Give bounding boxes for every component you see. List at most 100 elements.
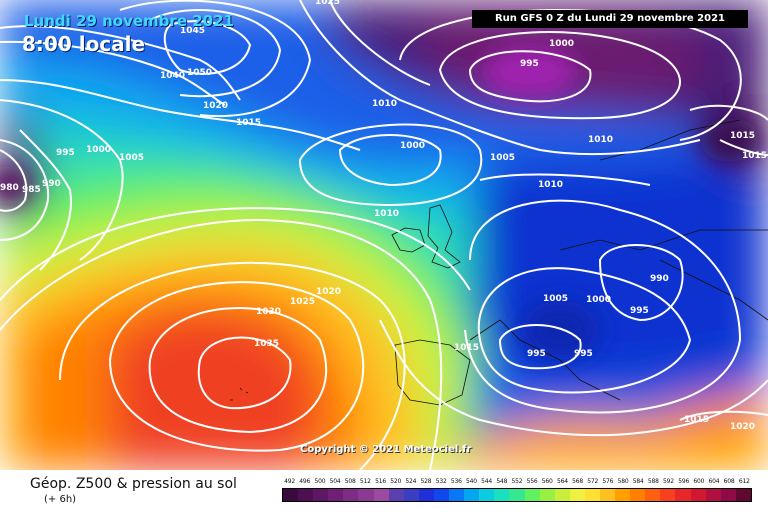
scale-tick-label: 536 bbox=[450, 478, 462, 485]
scale-swatch bbox=[660, 489, 676, 501]
scale-tick-label: 516 bbox=[375, 478, 386, 485]
scale-tick-label: 588 bbox=[647, 478, 659, 485]
scale-tick-label: 564 bbox=[556, 478, 568, 485]
forecast-time: 8:00 locale bbox=[22, 32, 146, 56]
isobar-label: 995 bbox=[527, 349, 546, 359]
scale-swatch bbox=[584, 489, 600, 501]
scale-swatch bbox=[403, 489, 419, 501]
isobar-label: 1015 bbox=[742, 151, 767, 161]
scale-swatch bbox=[599, 489, 616, 501]
isobar-label: 995 bbox=[520, 59, 539, 69]
geopotential-field bbox=[0, 0, 768, 470]
isobar-label: 1010 bbox=[588, 135, 613, 145]
scale-swatch bbox=[645, 489, 661, 501]
isobar-label: 995 bbox=[630, 306, 649, 316]
scale-tick-label: 520 bbox=[390, 478, 402, 485]
isobar-label: 990 bbox=[650, 274, 669, 284]
scale-swatch bbox=[630, 489, 646, 501]
scale-swatch bbox=[720, 489, 736, 501]
isobar-label: 1000 bbox=[549, 39, 574, 49]
isobar-label: 1025 bbox=[290, 297, 315, 307]
scale-swatch bbox=[615, 489, 631, 501]
scale-swatch bbox=[479, 489, 495, 501]
scale-swatch bbox=[569, 489, 585, 501]
isobar-label: 1010 bbox=[374, 209, 399, 219]
isobar-label: 1015 bbox=[684, 415, 709, 425]
scale-tick-label: 512 bbox=[359, 478, 371, 485]
isobar-label: 1015 bbox=[730, 131, 755, 141]
isobar-label: 1005 bbox=[543, 294, 568, 304]
scale-tick-label: 544 bbox=[481, 478, 493, 485]
scale-tick-label: 592 bbox=[663, 478, 674, 485]
isobar-label: 995 bbox=[574, 349, 593, 359]
isobar-label: 1005 bbox=[119, 153, 144, 163]
scale-tick-label: 552 bbox=[511, 478, 523, 485]
isobar-label: 1020 bbox=[730, 422, 755, 432]
scale-tick-label: 532 bbox=[435, 478, 447, 485]
scale-tick-label: 604 bbox=[708, 478, 720, 485]
scale-swatch bbox=[524, 489, 540, 501]
isobar-label: 1015 bbox=[454, 343, 479, 353]
isobar-label: 1035 bbox=[254, 339, 279, 349]
scale-swatch bbox=[494, 489, 510, 501]
isobars bbox=[0, 0, 768, 470]
scale-swatch bbox=[449, 489, 465, 501]
scale-tick-label: 524 bbox=[405, 478, 417, 485]
isobar-label: 995 bbox=[56, 148, 75, 158]
color-scale: 492 496 500 504 508 512 516 520 524 528 532 536 540 5… bbox=[282, 478, 752, 508]
scale-tick-label: 560 bbox=[541, 478, 553, 485]
isobar-label: 990 bbox=[42, 179, 61, 189]
isobar-label: 1050 bbox=[187, 68, 212, 78]
scale-swatch bbox=[554, 489, 570, 501]
scale-tick-label: 580 bbox=[617, 478, 629, 485]
scale-tick-label: 608 bbox=[723, 478, 735, 485]
isobar-label: 1045 bbox=[180, 26, 205, 36]
scale-tick-label: 496 bbox=[299, 478, 311, 485]
isobar-label: 1000 bbox=[586, 295, 611, 305]
scale-tick-label: 612 bbox=[738, 478, 750, 485]
scale-labels: 492 496 500 504 508 512 516 520 524 528 532 536 540 5… bbox=[282, 478, 752, 485]
isobar-label: 1020 bbox=[316, 287, 341, 297]
run-info: Run GFS 0 Z du Lundi 29 novembre 2021 bbox=[472, 10, 748, 28]
scale-swatch bbox=[509, 489, 525, 501]
scale-swatch bbox=[690, 489, 706, 501]
scale-tick-label: 492 bbox=[284, 478, 295, 485]
scale-tick-label: 572 bbox=[587, 478, 599, 485]
scale-tick-label: 596 bbox=[678, 478, 690, 485]
scale-swatch bbox=[313, 489, 329, 501]
isobar-label: 1010 bbox=[372, 99, 397, 109]
copyright: Copyright © 2021 Meteociel.fr bbox=[300, 444, 472, 455]
scale-tick-label: 568 bbox=[572, 478, 583, 485]
isobar-label: 1030 bbox=[256, 307, 281, 317]
weather-map: 1025 1045 1050 1040 1020 1015 995 1000 1… bbox=[0, 0, 768, 470]
isobar-label: 1020 bbox=[203, 101, 228, 111]
scale-swatch bbox=[328, 489, 344, 501]
isobar-label: 985 bbox=[22, 185, 41, 195]
scale-bar bbox=[282, 488, 752, 502]
scale-tick-label: 528 bbox=[420, 478, 432, 485]
scale-tick-label: 556 bbox=[526, 478, 538, 485]
isobar-label: 1040 bbox=[160, 71, 185, 81]
scale-tick-label: 500 bbox=[314, 478, 326, 485]
scale-swatch bbox=[358, 489, 374, 501]
scale-tick-label: 548 bbox=[496, 478, 508, 485]
isobar-label: 1015 bbox=[236, 118, 261, 128]
scale-tick-label: 600 bbox=[693, 478, 705, 485]
isobar-label: 1005 bbox=[490, 153, 515, 163]
isobar-label: 980 bbox=[0, 183, 19, 193]
legend-title: Géop. Z500 & pression au sol bbox=[30, 476, 237, 492]
scale-swatch bbox=[418, 489, 434, 501]
scale-swatch bbox=[388, 489, 404, 501]
scale-tick-label: 576 bbox=[602, 478, 614, 485]
scale-swatch bbox=[298, 489, 314, 501]
scale-swatch bbox=[343, 489, 359, 501]
scale-tick-label: 584 bbox=[632, 478, 644, 485]
scale-swatch bbox=[735, 489, 751, 501]
scale-swatch bbox=[373, 489, 389, 501]
scale-tick-label: 508 bbox=[344, 478, 356, 485]
scale-swatch bbox=[675, 489, 691, 501]
scale-swatch bbox=[433, 489, 450, 501]
scale-swatch bbox=[464, 489, 480, 501]
forecast-date: Lundi 29 novembre 2021 bbox=[24, 12, 234, 30]
legend-subtitle: (+ 6h) bbox=[44, 494, 77, 505]
